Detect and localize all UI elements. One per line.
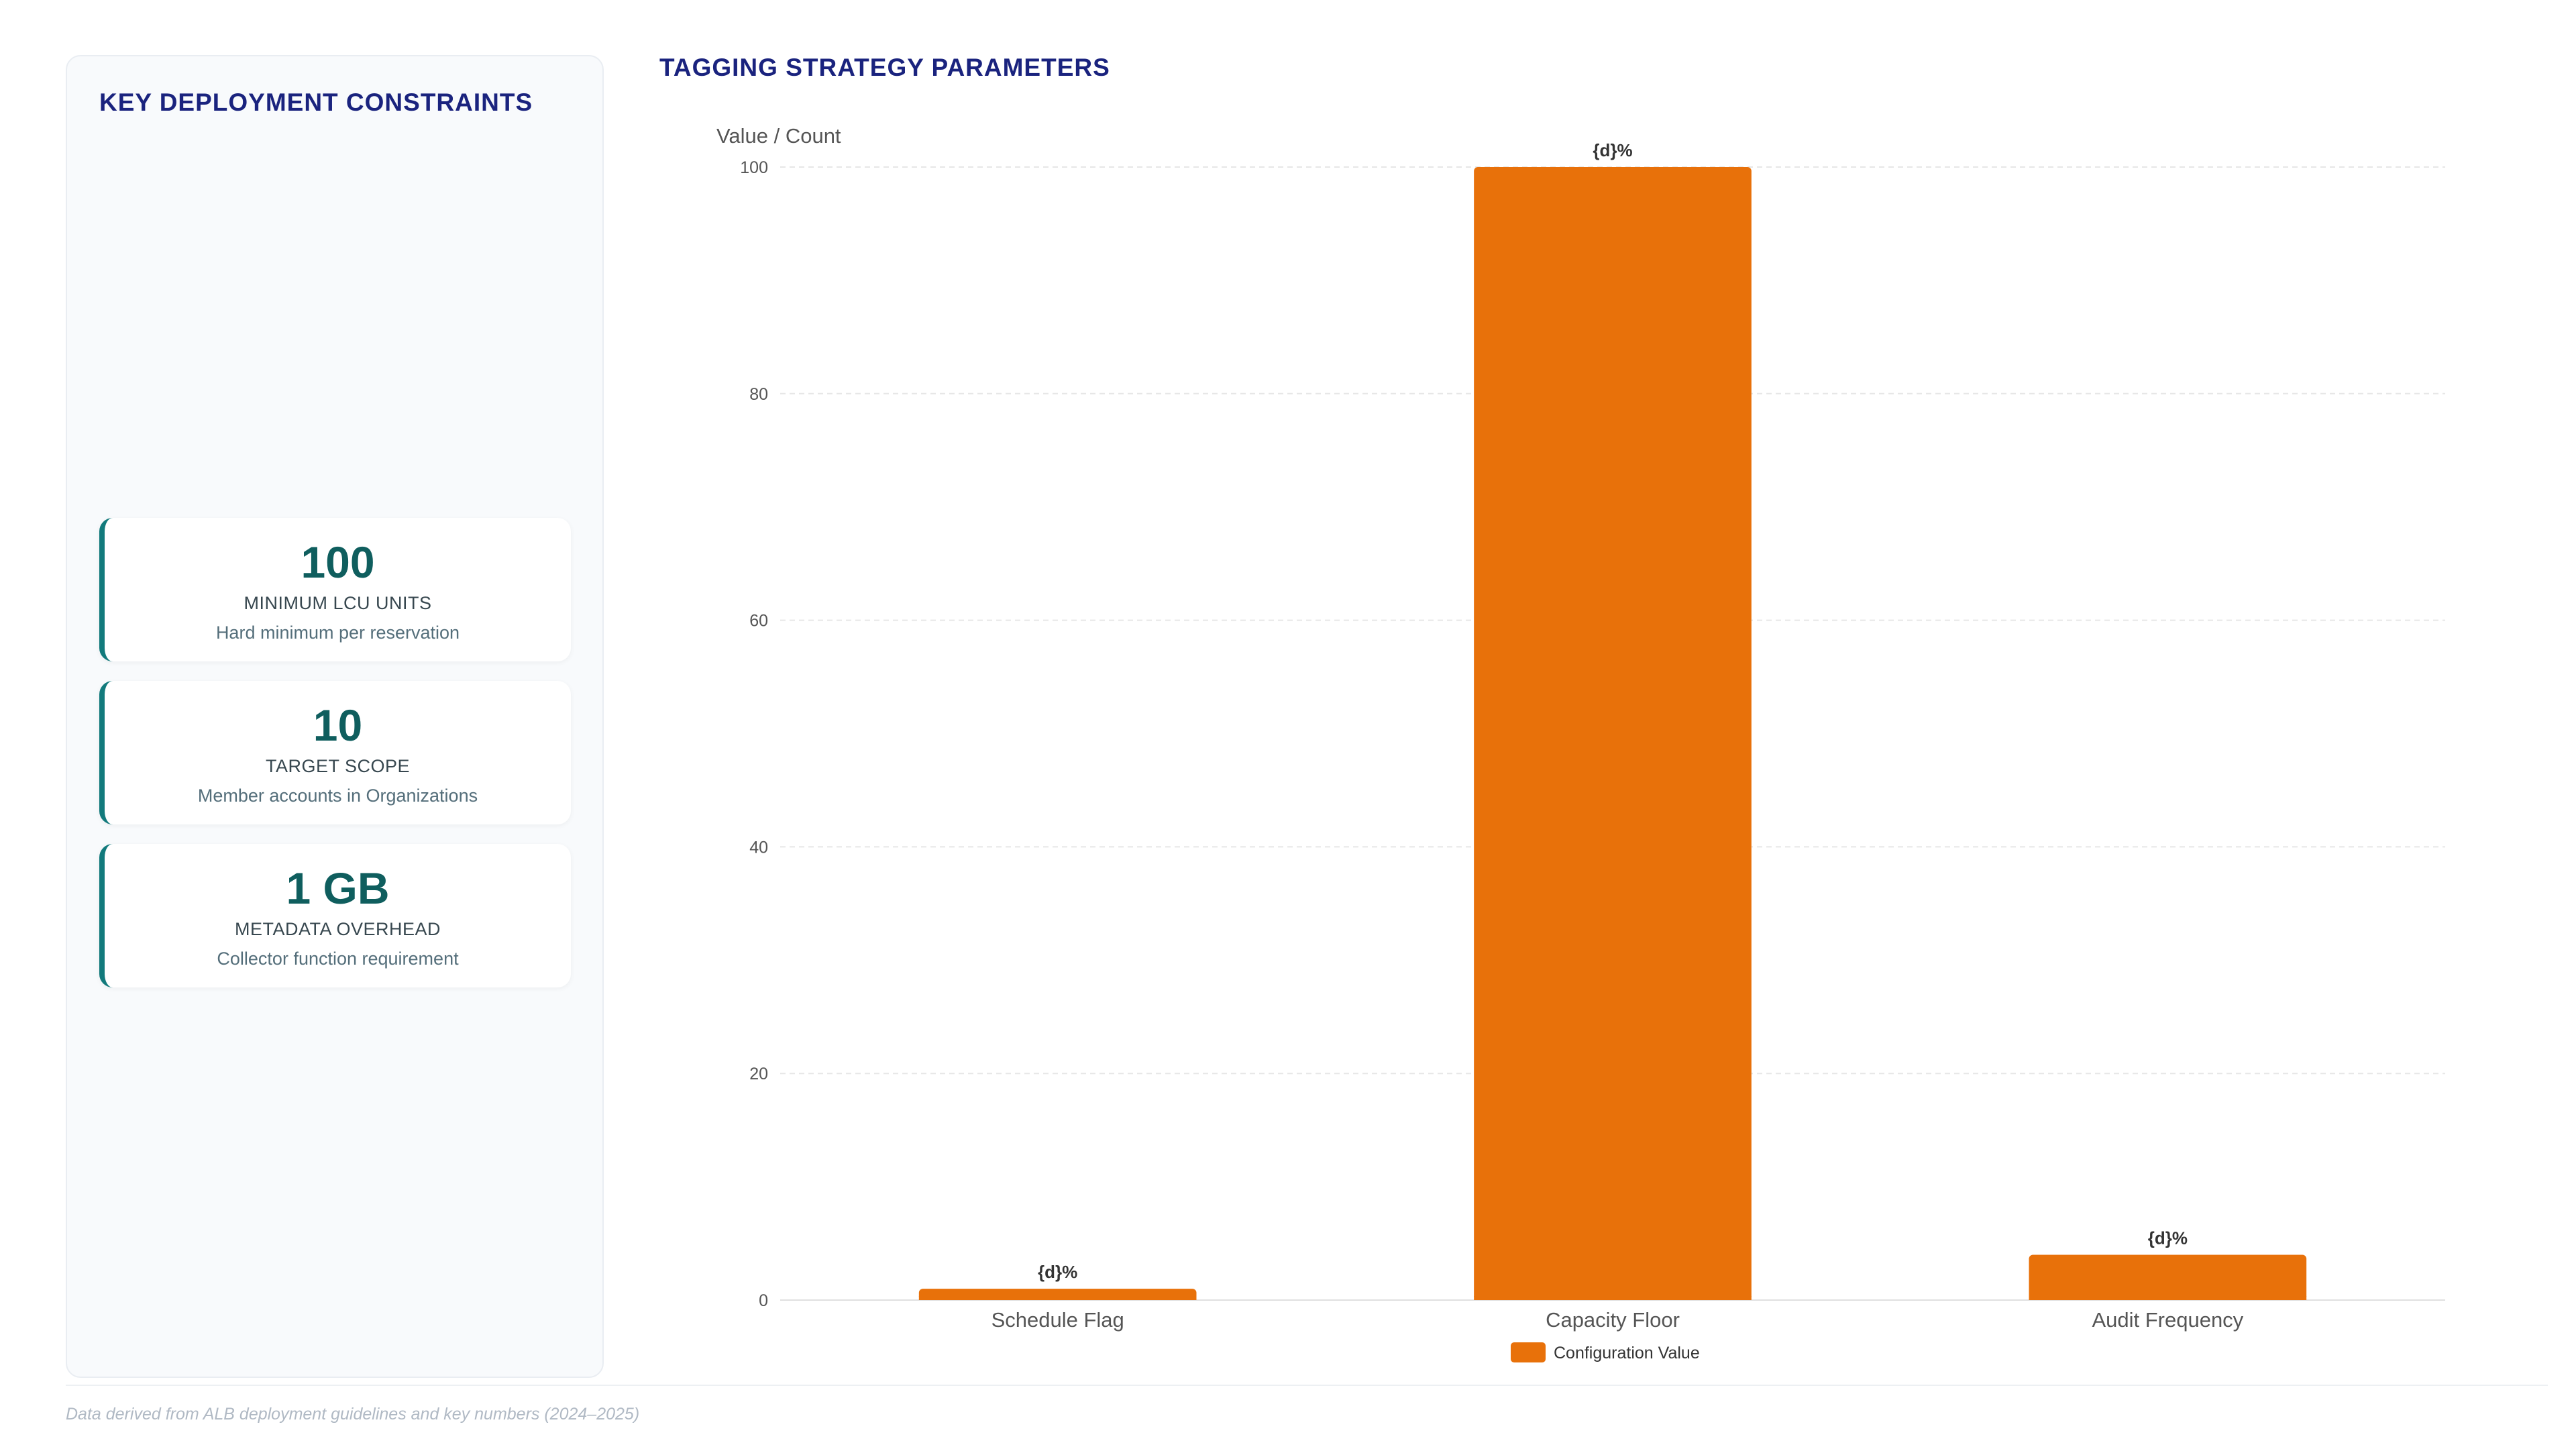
kpi-subtitle: Member accounts in Organizations xyxy=(197,786,478,806)
x-tick-label: Schedule Flag xyxy=(991,1308,1124,1332)
y-tick-label: 100 xyxy=(740,158,768,177)
bar-base xyxy=(918,1296,1197,1300)
y-tick-label: 60 xyxy=(749,612,768,631)
data-label: {d}% xyxy=(2148,1228,2188,1248)
legend-label: Configuration Value xyxy=(1554,1344,1700,1362)
legend-swatch xyxy=(1511,1342,1546,1362)
data-label: {d}% xyxy=(1038,1262,1077,1282)
y-tick-label: 0 xyxy=(759,1291,768,1310)
y-tick-label: 80 xyxy=(749,385,768,404)
source-footnote: Data derived from ALB deployment guideli… xyxy=(66,1405,640,1424)
y-tick-label: 20 xyxy=(749,1065,768,1083)
kpi-subtitle: Collector function requirement xyxy=(217,949,459,969)
bar-base xyxy=(1474,1296,1752,1300)
bar xyxy=(2029,1254,2307,1300)
constraints-panel: KEY DEPLOYMENT CONSTRAINTS 100 MINIMUM L… xyxy=(66,55,604,1378)
kpi-value: 10 xyxy=(313,700,363,750)
data-label: {d}% xyxy=(1593,140,1632,160)
kpi-subtitle: Hard minimum per reservation xyxy=(215,623,460,643)
kpi-value: 1 GB xyxy=(286,863,390,913)
bar-base xyxy=(2029,1296,2307,1300)
chart-title: TAGGING STRATEGY PARAMETERS xyxy=(659,54,1110,81)
kpi-card-target-scope: 10 TARGET SCOPE Member accounts in Organ… xyxy=(99,681,571,824)
y-tick-label: 40 xyxy=(749,838,768,857)
y-axis-title: Value / Count xyxy=(716,124,841,148)
panel-title: KEY DEPLOYMENT CONSTRAINTS xyxy=(99,89,533,116)
kpi-label: METADATA OVERHEAD xyxy=(234,919,441,939)
kpi-label: MINIMUM LCU UNITS xyxy=(244,593,432,613)
footer-divider xyxy=(66,1385,2548,1386)
kpi-card-min-lcu: 100 MINIMUM LCU UNITS Hard minimum per r… xyxy=(99,518,571,661)
x-tick-label: Audit Frequency xyxy=(2092,1308,2243,1332)
kpi-card-metadata-overhead: 1 GB METADATA OVERHEAD Collector functio… xyxy=(99,844,571,987)
kpi-value: 100 xyxy=(301,537,375,587)
x-tick-label: Capacity Floor xyxy=(1546,1308,1680,1332)
bar xyxy=(1474,167,1752,1300)
kpi-label: TARGET SCOPE xyxy=(265,756,411,776)
